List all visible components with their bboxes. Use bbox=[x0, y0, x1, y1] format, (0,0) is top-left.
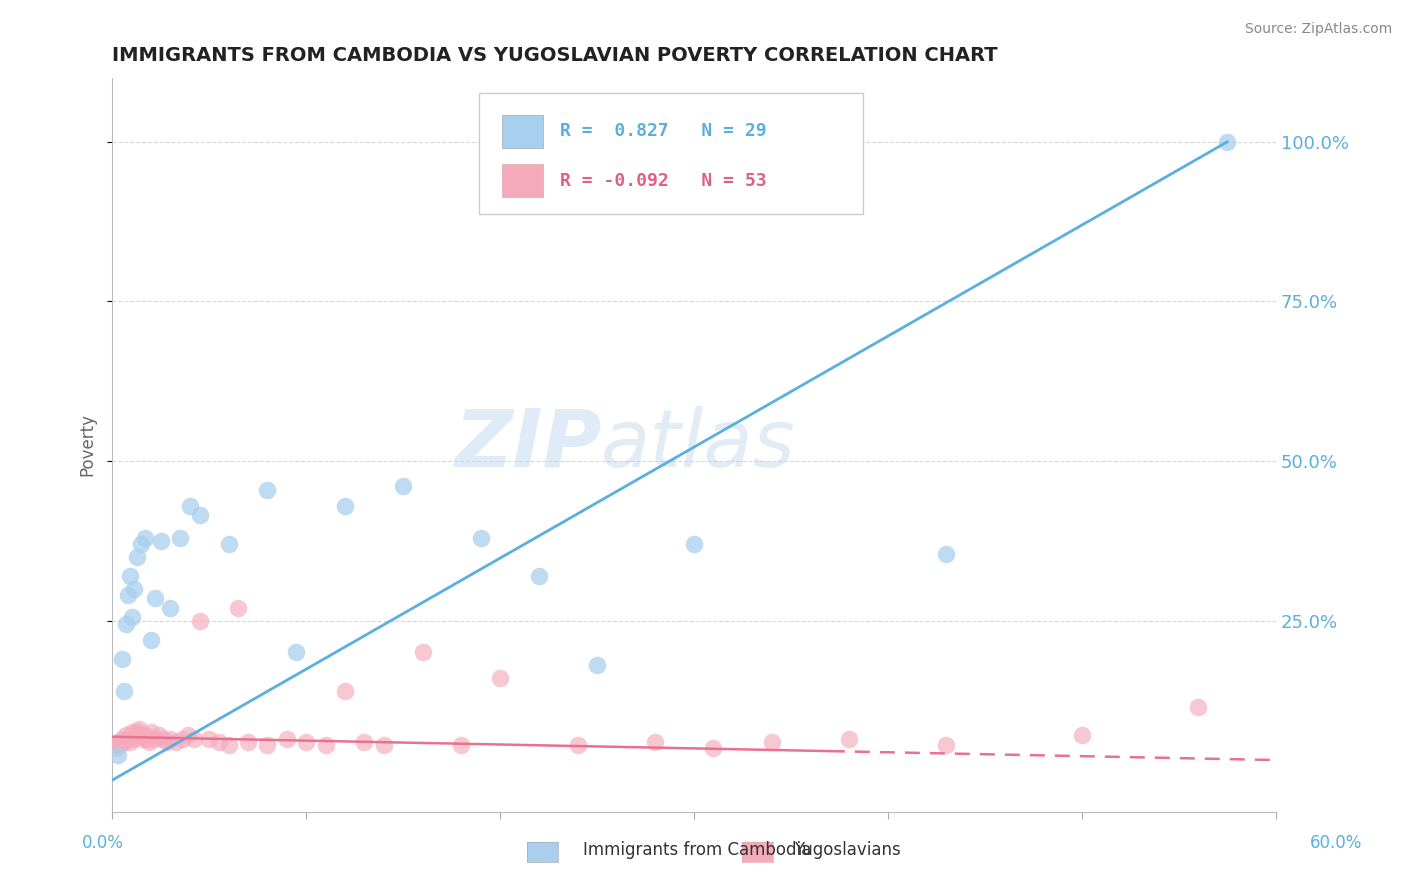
Point bbox=[935, 547, 957, 561]
Point bbox=[134, 729, 156, 743]
Point bbox=[170, 731, 193, 746]
Text: ZIP: ZIP bbox=[454, 406, 600, 484]
Point bbox=[188, 614, 211, 628]
Point bbox=[149, 533, 172, 548]
Point bbox=[124, 729, 146, 743]
Point bbox=[450, 738, 472, 752]
Point bbox=[143, 591, 166, 606]
Point bbox=[122, 731, 145, 746]
Point bbox=[702, 741, 724, 756]
Point bbox=[188, 508, 211, 523]
Point bbox=[112, 683, 135, 698]
Point bbox=[138, 735, 160, 749]
Point bbox=[1216, 135, 1239, 149]
Point bbox=[111, 731, 134, 746]
Point bbox=[644, 735, 666, 749]
Text: Source: ZipAtlas.com: Source: ZipAtlas.com bbox=[1244, 22, 1392, 37]
Point bbox=[285, 645, 308, 659]
Point bbox=[121, 725, 143, 739]
Point bbox=[143, 731, 166, 746]
Point bbox=[333, 499, 356, 513]
Point bbox=[148, 729, 170, 743]
Point bbox=[1187, 699, 1209, 714]
Point bbox=[105, 741, 128, 756]
Point bbox=[208, 735, 231, 749]
Text: 60.0%: 60.0% bbox=[1309, 834, 1362, 852]
Point bbox=[683, 537, 706, 551]
Text: atlas: atlas bbox=[600, 406, 796, 484]
Point bbox=[114, 616, 136, 631]
Point bbox=[183, 731, 205, 746]
Point bbox=[165, 735, 187, 749]
Point bbox=[118, 569, 141, 583]
Point bbox=[118, 735, 141, 749]
Point bbox=[117, 731, 139, 746]
Point bbox=[489, 671, 512, 685]
Point bbox=[761, 735, 783, 749]
Point bbox=[236, 735, 259, 749]
Y-axis label: Poverty: Poverty bbox=[79, 414, 96, 476]
Point bbox=[586, 658, 609, 673]
Point bbox=[1071, 729, 1094, 743]
Point bbox=[177, 729, 200, 743]
Point bbox=[392, 479, 415, 493]
Point bbox=[256, 738, 278, 752]
Point bbox=[276, 731, 298, 746]
Text: 0.0%: 0.0% bbox=[82, 834, 124, 852]
Point bbox=[295, 735, 318, 749]
Text: Yugoslavians: Yugoslavians bbox=[794, 841, 901, 859]
Point bbox=[198, 731, 221, 746]
Point bbox=[107, 747, 129, 762]
Point bbox=[470, 531, 492, 545]
Point bbox=[112, 735, 135, 749]
Point bbox=[315, 738, 337, 752]
Point bbox=[838, 731, 860, 746]
Point bbox=[218, 738, 240, 752]
Point bbox=[114, 729, 136, 743]
Point bbox=[155, 735, 177, 749]
Point bbox=[333, 683, 356, 698]
Point bbox=[226, 600, 249, 615]
Point bbox=[136, 731, 159, 746]
Point bbox=[111, 652, 134, 666]
Point bbox=[131, 537, 153, 551]
Point bbox=[122, 582, 145, 596]
FancyBboxPatch shape bbox=[479, 93, 863, 214]
Bar bbox=[502, 164, 543, 197]
Point bbox=[121, 610, 143, 624]
Point bbox=[127, 725, 149, 739]
Point bbox=[179, 499, 201, 513]
Point bbox=[103, 738, 125, 752]
Point bbox=[117, 588, 139, 602]
Point bbox=[131, 729, 153, 743]
Point bbox=[108, 738, 131, 752]
Text: R = -0.092   N = 53: R = -0.092 N = 53 bbox=[560, 171, 766, 190]
Text: IMMIGRANTS FROM CAMBODIA VS YUGOSLAVIAN POVERTY CORRELATION CHART: IMMIGRANTS FROM CAMBODIA VS YUGOSLAVIAN … bbox=[112, 46, 998, 65]
Point bbox=[152, 731, 174, 746]
Bar bbox=[502, 114, 543, 148]
Text: R =  0.827   N = 29: R = 0.827 N = 29 bbox=[560, 122, 766, 140]
Text: Immigrants from Cambodia: Immigrants from Cambodia bbox=[583, 841, 811, 859]
Point bbox=[139, 725, 162, 739]
Point bbox=[134, 531, 156, 545]
Point bbox=[169, 531, 191, 545]
Point bbox=[256, 483, 278, 497]
Point bbox=[527, 569, 550, 583]
Point bbox=[353, 735, 375, 749]
Point bbox=[139, 632, 162, 647]
Point bbox=[935, 738, 957, 752]
Point bbox=[128, 722, 150, 736]
Point bbox=[159, 600, 181, 615]
Point bbox=[127, 549, 149, 564]
Point bbox=[373, 738, 395, 752]
Point bbox=[412, 645, 434, 659]
Point bbox=[159, 731, 181, 746]
Point bbox=[567, 738, 589, 752]
Point bbox=[218, 537, 240, 551]
Point bbox=[132, 731, 155, 746]
Point bbox=[107, 735, 129, 749]
